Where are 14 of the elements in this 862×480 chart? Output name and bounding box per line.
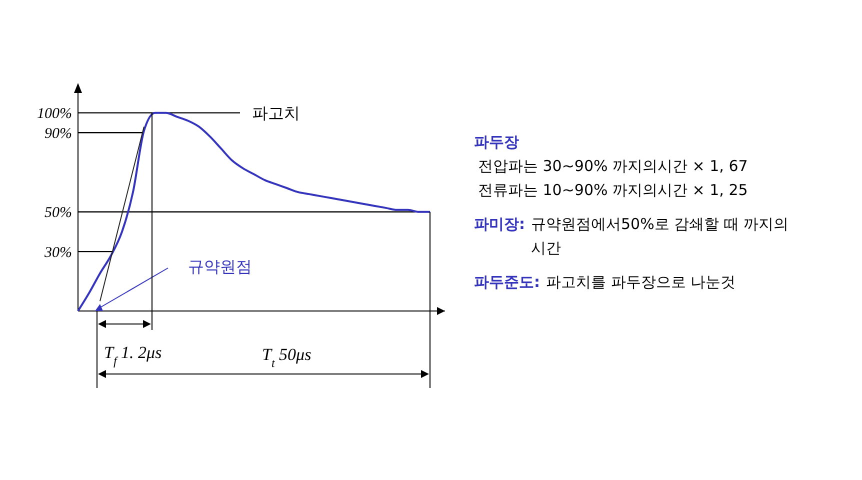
line-series xyxy=(100,126,144,302)
text: 전류파는 10~90% 까지의시간 × 1, 25 xyxy=(477,180,748,201)
text: 전압파는 30~90% 까지의시간 × 1, 67 xyxy=(477,156,748,177)
text: 파미장: 규약원점에서50%로 감쇄할 때 까지의 시간 xyxy=(474,214,790,259)
text: T$_{t}$ 50μs xyxy=(262,345,312,370)
ref-line-label: 파고치 xyxy=(252,103,300,122)
text: 파두준도: 파고치를 파두장으로 나눈것 xyxy=(474,272,736,293)
annotation: 규약원점 xyxy=(188,257,252,276)
y-tick-label: 90% xyxy=(44,126,72,142)
y-tick-label: 100% xyxy=(37,106,72,122)
y-tick-label: 30% xyxy=(44,244,72,261)
text: 파두장 xyxy=(474,132,519,153)
text: T$_{f}$ 1. 2μs xyxy=(104,343,162,368)
y-tick-label: 50% xyxy=(44,205,72,222)
